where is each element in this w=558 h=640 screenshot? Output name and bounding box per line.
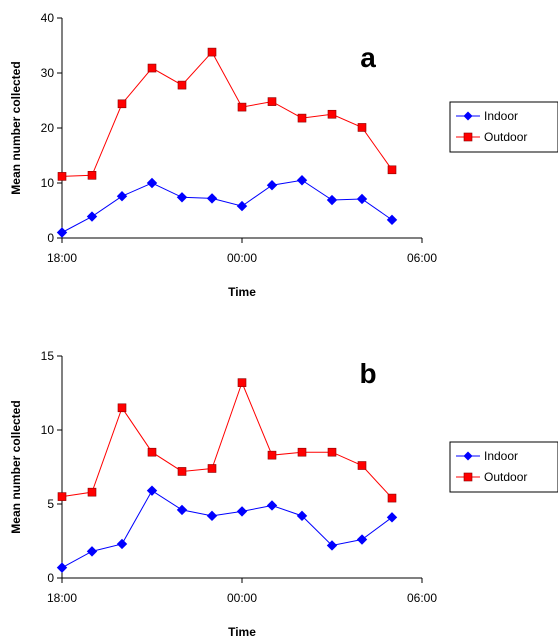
y-tick-label: 20 [41,121,55,135]
data-point-outdoor [147,447,157,457]
legend-box [449,101,558,153]
data-point-outdoor [387,493,397,503]
data-point-outdoor [357,123,367,132]
data-point-indoor [236,506,248,517]
y-tick-label: 10 [41,176,55,190]
panel-label: b [359,358,376,389]
data-point-outdoor [327,109,337,119]
data-point-outdoor [297,447,307,457]
y-tick-label: 30 [41,66,55,80]
y-tick-label: 40 [41,11,55,25]
legend: Indoor Outdoor [449,101,558,153]
y-axis-title: Mean number collected [9,400,23,533]
data-point-indoor [266,500,278,511]
legend-marker-outdoor [463,472,473,482]
data-point-outdoor [117,99,127,109]
data-point-outdoor [207,464,217,473]
data-point-indoor [356,534,368,545]
data-point-outdoor [87,487,97,497]
y-tick-label: 0 [47,571,54,585]
data-point-outdoor [357,461,367,470]
x-tick-label: 00:00 [227,251,257,265]
data-point-indoor [116,190,128,202]
data-point-indoor [326,540,338,551]
series-line-outdoor [61,51,393,177]
y-tick-label: 5 [47,497,54,511]
legend-marker-indoor [463,451,473,461]
chart-panel-a: 0 10 20 30 40 18:00 00:00 06:00 Time Mean number … [9,11,558,299]
data-point-outdoor [327,447,337,457]
x-tick-label: 06:00 [407,591,437,605]
x-tick-label: 00:00 [227,591,257,605]
legend-marker-indoor [463,111,473,121]
data-point-indoor [356,193,368,205]
x-axis-title: Time [228,285,256,299]
data-point-indoor [386,214,398,226]
data-point-indoor [146,485,158,496]
y-tick-label: 0 [47,231,54,245]
data-point-indoor [206,193,218,204]
data-point-indoor [266,179,278,191]
legend-label-indoor: Indoor [484,449,518,463]
data-point-indoor [86,546,98,557]
data-point-outdoor [87,171,97,180]
panel-label: a [360,42,376,73]
series-line-indoor [61,179,393,233]
data-point-outdoor [237,378,247,387]
data-point-outdoor [57,172,67,181]
x-tick-label: 18:00 [47,591,77,605]
y-tick-label: 10 [41,423,55,437]
data-point-outdoor [177,467,187,476]
data-point-indoor [326,194,338,206]
x-tick-label: 06:00 [407,251,437,265]
y-axis-title: Mean number collected [9,61,23,194]
data-point-indoor [176,504,188,516]
data-point-outdoor [267,450,277,460]
data-point-outdoor [57,492,67,501]
data-point-outdoor [117,403,127,413]
data-point-indoor [206,510,218,522]
data-point-outdoor [387,165,397,175]
data-point-indoor [236,200,248,212]
series-line-outdoor [61,381,393,499]
data-point-indoor [176,192,188,203]
data-point-indoor [56,562,68,573]
data-point-indoor [296,510,308,522]
legend: Indoor Outdoor [449,441,558,493]
x-tick-label: 18:00 [47,251,77,265]
data-point-outdoor [267,97,277,106]
data-point-outdoor [237,102,247,112]
data-point-indoor [296,175,308,186]
data-point-indoor [116,538,128,550]
data-point-outdoor [177,80,187,90]
legend-label-outdoor: Outdoor [484,470,527,484]
legend-marker-outdoor [463,132,473,142]
data-point-outdoor [207,47,217,57]
x-axis-title: Time [228,625,256,639]
data-point-outdoor [297,113,307,123]
data-point-indoor [146,177,158,189]
series-line-indoor [61,489,393,569]
data-point-indoor [86,211,98,222]
data-point-indoor [386,512,398,523]
y-tick-label: 15 [41,349,55,363]
data-point-indoor [56,227,68,238]
legend-label-outdoor: Outdoor [484,130,527,144]
data-point-outdoor [147,63,157,73]
chart-panel-b: 0 5 10 15 18:00 00:00 06:00 Time Mean number col… [9,349,558,639]
legend-label-indoor: Indoor [484,109,518,123]
legend-box [449,441,558,493]
